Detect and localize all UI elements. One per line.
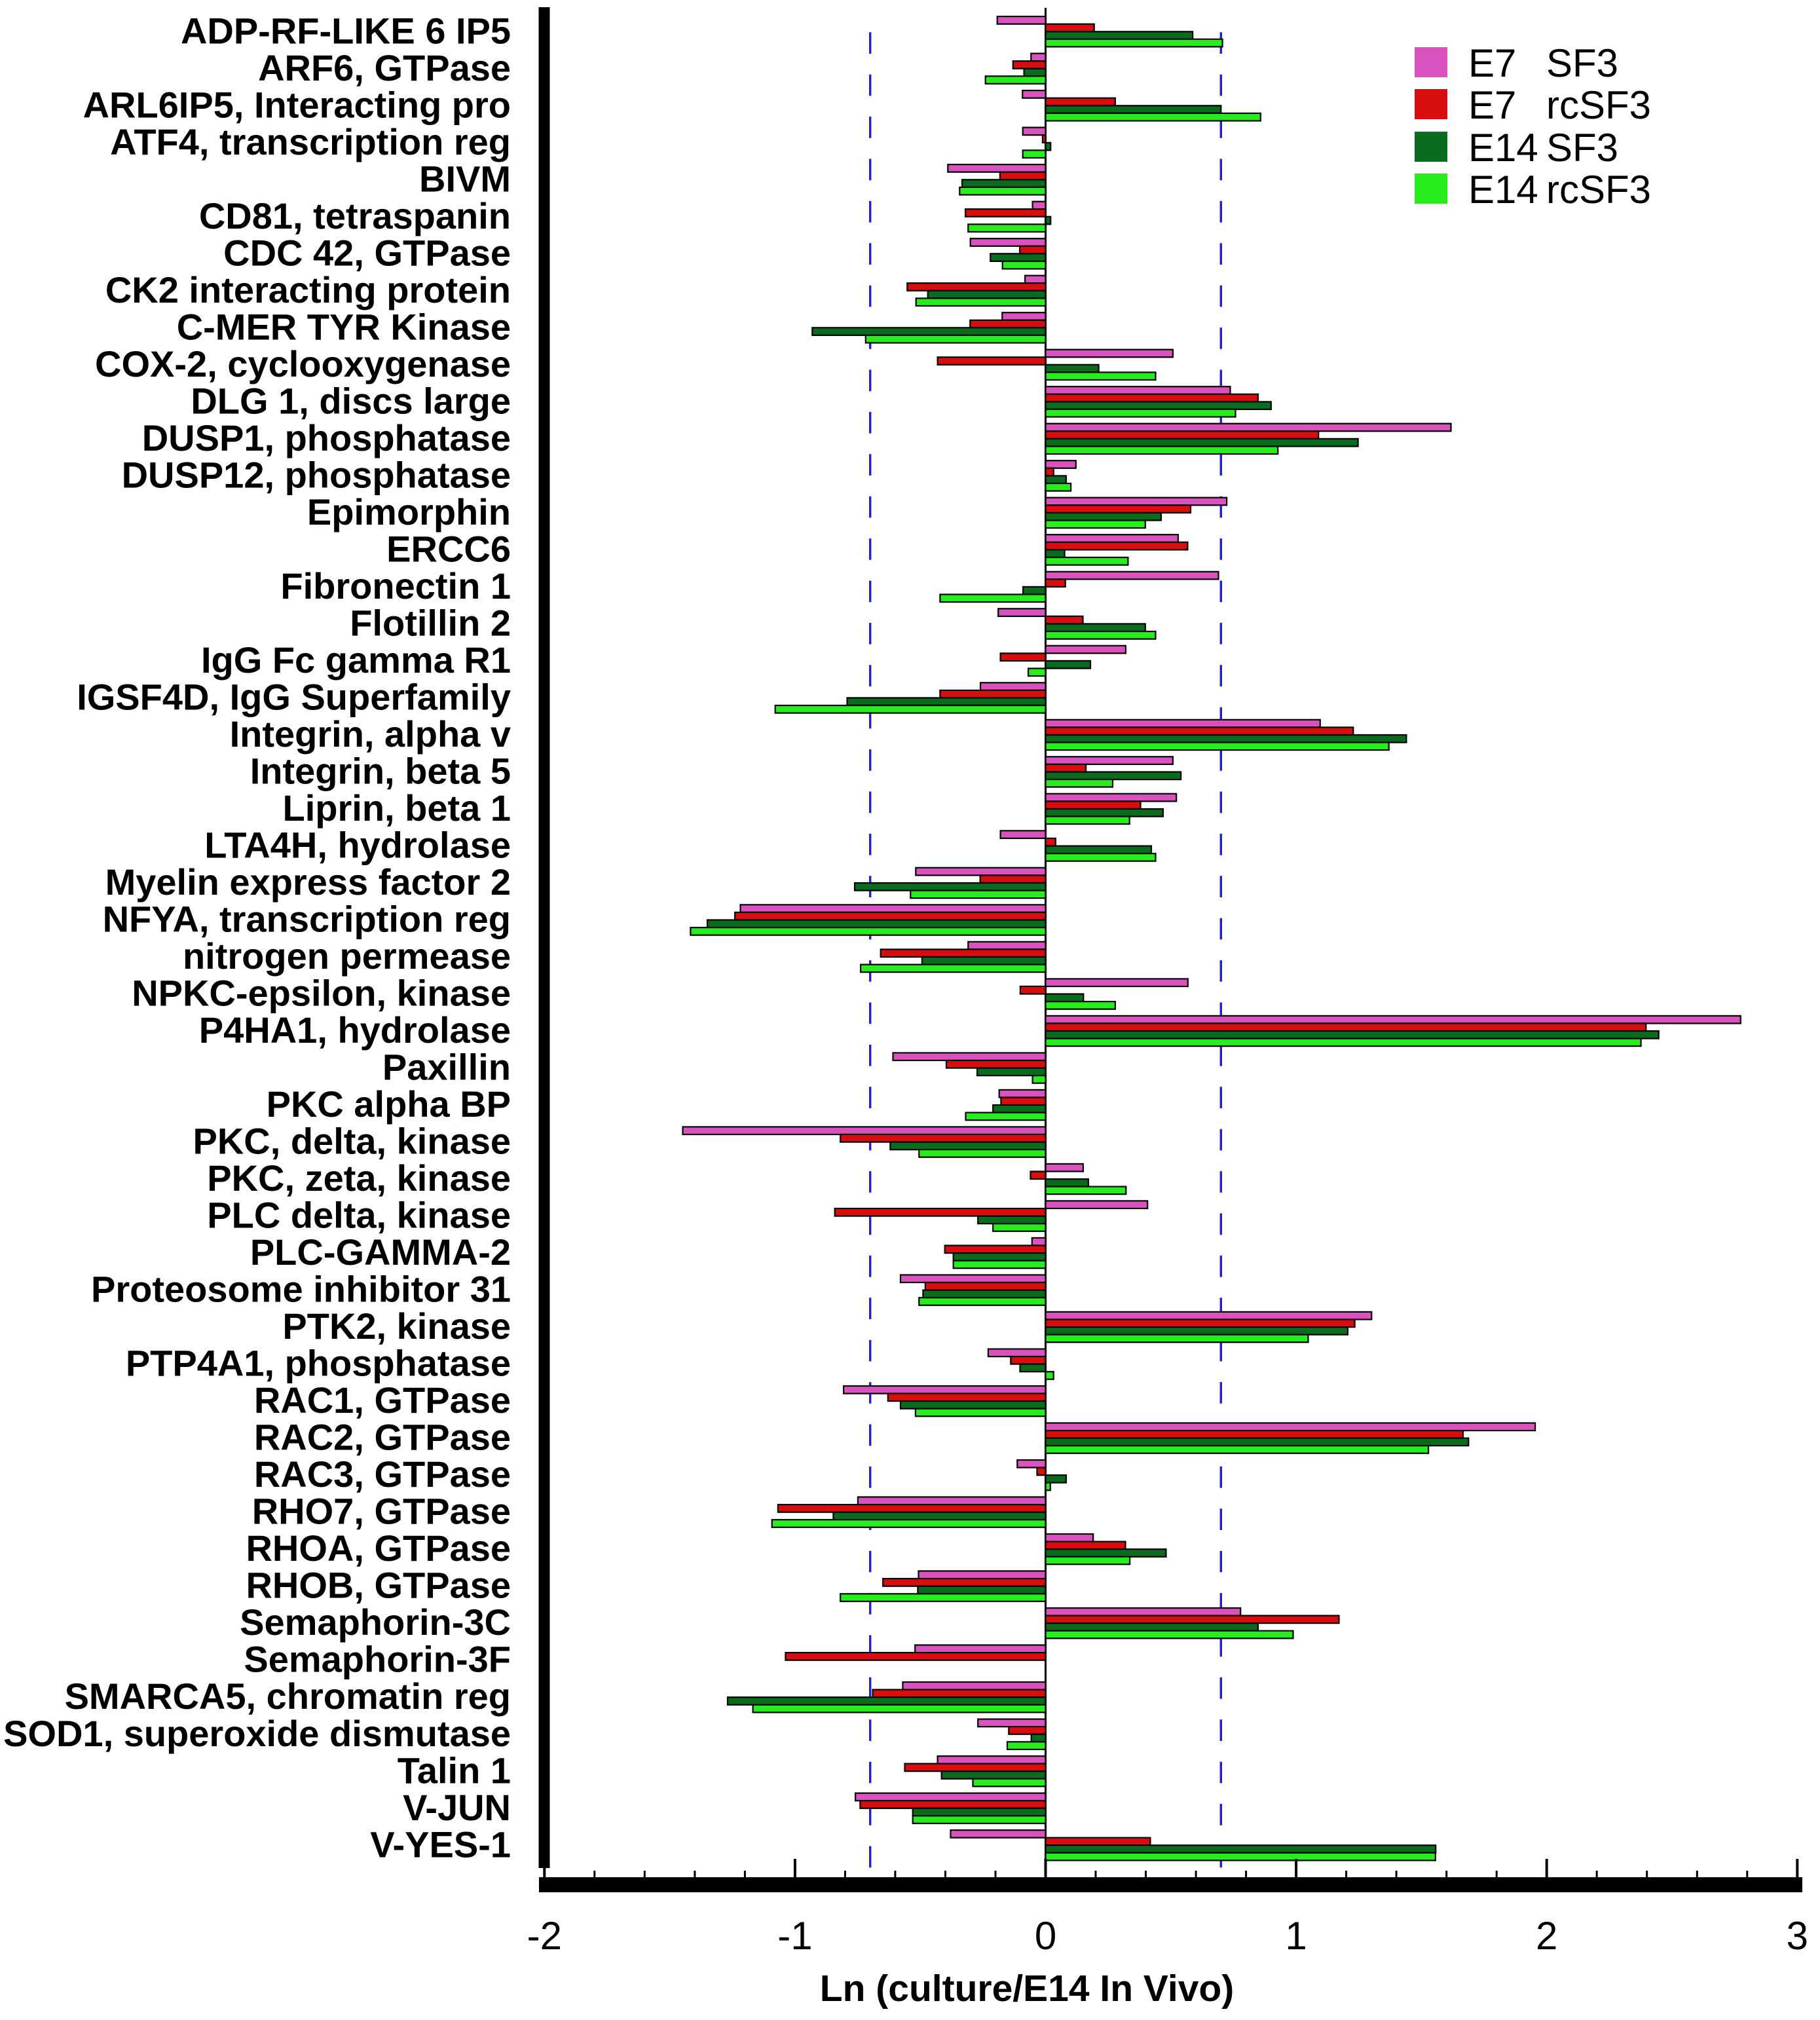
svg-text:0: 0 xyxy=(1035,1914,1056,1958)
svg-text:nitrogen permease: nitrogen permease xyxy=(183,935,511,977)
svg-text:Integrin, beta 5: Integrin, beta 5 xyxy=(250,751,511,792)
svg-text:E14: E14 xyxy=(1468,168,1538,212)
svg-text:DUSP12, phosphatase: DUSP12, phosphatase xyxy=(122,454,511,495)
svg-text:RHO7, GTPase: RHO7, GTPase xyxy=(252,1491,511,1532)
svg-text:SF3: SF3 xyxy=(1546,41,1618,85)
svg-text:Ln (culture/E14 In Vivo): Ln (culture/E14 In Vivo) xyxy=(820,1968,1234,2010)
svg-text:LTA4H, hydrolase: LTA4H, hydrolase xyxy=(204,825,511,866)
svg-text:rcSF3: rcSF3 xyxy=(1546,83,1651,127)
svg-text:Flotillin 2: Flotillin 2 xyxy=(350,603,511,644)
svg-text:Fibronectin 1: Fibronectin 1 xyxy=(280,565,511,607)
svg-text:E7: E7 xyxy=(1468,83,1516,127)
svg-text:Liprin, beta 1: Liprin, beta 1 xyxy=(283,787,511,829)
svg-text:PTK2, kinase: PTK2, kinase xyxy=(282,1305,511,1347)
svg-text:ATF4, transcription reg: ATF4, transcription reg xyxy=(110,121,511,162)
svg-text:P4HA1, hydrolase: P4HA1, hydrolase xyxy=(199,1009,511,1051)
svg-text:ADP-RF-LIKE 6 IP5: ADP-RF-LIKE 6 IP5 xyxy=(181,10,511,51)
svg-text:Proteosome inhibitor 31: Proteosome inhibitor 31 xyxy=(91,1269,511,1310)
svg-text:E7: E7 xyxy=(1468,41,1516,85)
svg-text:1: 1 xyxy=(1285,1914,1307,1958)
svg-text:Epimorphin: Epimorphin xyxy=(307,491,511,533)
svg-text:SMARCA5, chromatin reg: SMARCA5, chromatin reg xyxy=(65,1675,511,1717)
svg-text:PTP4A1, phosphatase: PTP4A1, phosphatase xyxy=(126,1343,511,1384)
svg-text:SF3: SF3 xyxy=(1546,126,1618,170)
svg-text:PLC delta, kinase: PLC delta, kinase xyxy=(207,1195,511,1236)
svg-text:PKC, delta, kinase: PKC, delta, kinase xyxy=(193,1121,511,1162)
svg-text:CD81, tetraspanin: CD81, tetraspanin xyxy=(199,195,511,236)
svg-text:ARL6IP5, Interacting pro: ARL6IP5, Interacting pro xyxy=(83,84,511,125)
svg-text:E14: E14 xyxy=(1468,126,1538,170)
svg-text:PKC alpha BP: PKC alpha BP xyxy=(267,1083,511,1125)
svg-text:2: 2 xyxy=(1536,1914,1557,1958)
svg-text:Myelin express factor 2: Myelin express factor 2 xyxy=(105,861,511,903)
svg-text:3: 3 xyxy=(1787,1914,1808,1958)
svg-text:ERCC6: ERCC6 xyxy=(386,528,511,569)
svg-text:Semaphorin-3F: Semaphorin-3F xyxy=(244,1639,511,1680)
svg-text:DLG 1, discs large: DLG 1, discs large xyxy=(191,380,511,421)
svg-text:V-YES-1: V-YES-1 xyxy=(370,1824,511,1865)
svg-text:-2: -2 xyxy=(527,1914,562,1958)
svg-text:Semaphorin-3C: Semaphorin-3C xyxy=(240,1601,511,1643)
svg-text:Paxillin: Paxillin xyxy=(382,1047,511,1088)
svg-text:CK2 interacting protein: CK2 interacting protein xyxy=(105,269,511,310)
svg-text:Talin 1: Talin 1 xyxy=(398,1749,511,1791)
svg-text:BIVM: BIVM xyxy=(419,158,511,199)
svg-text:NPKC-epsilon, kinase: NPKC-epsilon, kinase xyxy=(132,973,511,1014)
svg-text:RAC2, GTPase: RAC2, GTPase xyxy=(254,1417,511,1458)
svg-text:SOD1, superoxide dismutase: SOD1, superoxide dismutase xyxy=(3,1713,511,1754)
svg-text:C-MER TYR Kinase: C-MER TYR Kinase xyxy=(177,306,511,347)
svg-text:Integrin, alpha v: Integrin, alpha v xyxy=(230,713,511,755)
svg-text:ARF6, GTPase: ARF6, GTPase xyxy=(258,47,511,88)
svg-text:DUSP1, phosphatase: DUSP1, phosphatase xyxy=(142,417,511,458)
svg-text:PLC-GAMMA-2: PLC-GAMMA-2 xyxy=(250,1231,511,1273)
svg-text:RAC3, GTPase: RAC3, GTPase xyxy=(254,1453,511,1495)
svg-text:COX-2, cyclooxygenase: COX-2, cyclooxygenase xyxy=(95,343,511,384)
svg-text:RHOA, GTPase: RHOA, GTPase xyxy=(246,1527,511,1569)
svg-text:RAC1, GTPase: RAC1, GTPase xyxy=(254,1379,511,1421)
svg-text:IgG Fc gamma R1: IgG Fc gamma R1 xyxy=(201,639,511,681)
svg-text:CDC 42, GTPase: CDC 42, GTPase xyxy=(223,232,511,273)
svg-text:-1: -1 xyxy=(777,1914,812,1958)
svg-text:rcSF3: rcSF3 xyxy=(1546,168,1651,212)
svg-text:PKC, zeta, kinase: PKC, zeta, kinase xyxy=(207,1157,511,1199)
svg-text:V-JUN: V-JUN xyxy=(403,1787,511,1828)
svg-text:IGSF4D, IgG Superfamily: IGSF4D, IgG Superfamily xyxy=(77,677,511,718)
svg-text:NFYA, transcription reg: NFYA, transcription reg xyxy=(103,899,511,940)
svg-text:RHOB, GTPase: RHOB, GTPase xyxy=(246,1565,511,1606)
